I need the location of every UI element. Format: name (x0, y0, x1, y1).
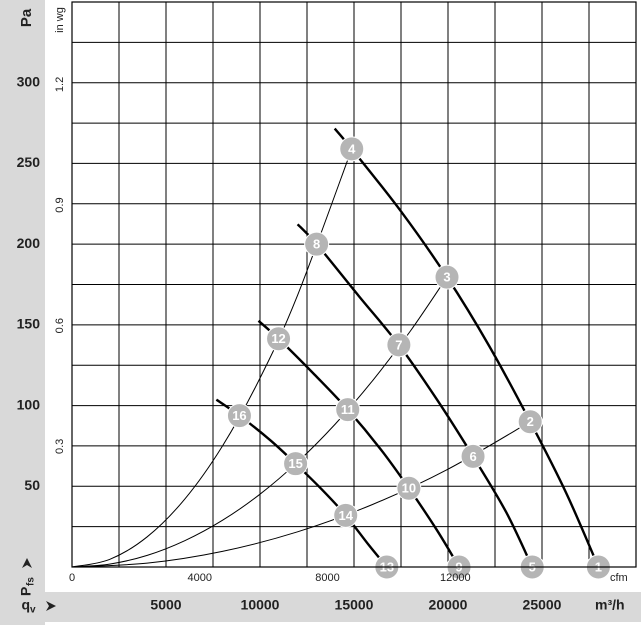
operating-point (266, 326, 292, 352)
left-band (0, 0, 45, 625)
point-label: 7 (395, 337, 402, 352)
y2-tick-label: 1.2 (54, 77, 66, 92)
y2-unit-label: in wg (54, 7, 66, 33)
x-tick-label: 10000 (241, 597, 280, 613)
point-label: 10 (402, 481, 416, 496)
y-label-sub: fs (26, 577, 37, 586)
operating-point (335, 397, 361, 423)
operating-point (434, 264, 460, 290)
x-arrow (46, 601, 56, 611)
point-label: 4 (348, 141, 356, 156)
y-label-main: P (18, 587, 34, 596)
system-curve (71, 276, 448, 568)
x-axis-label: q v (21, 597, 56, 616)
y-arrow (22, 558, 32, 568)
bottom-band (0, 592, 641, 622)
operating-point (517, 409, 543, 435)
y-tick-label: 100 (17, 396, 41, 412)
operating-point (386, 332, 412, 358)
operating-point (304, 231, 330, 257)
fan-curve (296, 223, 534, 568)
x2-tick-label: 0 (69, 572, 75, 584)
operating-point (339, 136, 365, 162)
x-label-sub: v (30, 605, 36, 616)
x2-tick-label: 4000 (188, 572, 212, 584)
curves (71, 127, 600, 568)
x-tick-label: 15000 (335, 597, 374, 613)
plot-border (71, 1, 637, 568)
point-label: 8 (313, 237, 320, 252)
y-tick-label: 50 (24, 477, 40, 493)
y-tick-label: 200 (17, 235, 41, 251)
system-curve (71, 421, 531, 568)
point-label: 11 (341, 402, 355, 417)
point-label: 12 (271, 331, 285, 346)
y-tick-label: 300 (17, 73, 41, 89)
y2-tick-label: 0.3 (54, 439, 66, 454)
x2-unit-label: cfm (610, 572, 628, 584)
x-unit-label: m³/h (595, 597, 625, 613)
point-label: 6 (469, 449, 476, 464)
x-label-main: q (21, 597, 30, 613)
operating-point (333, 502, 359, 528)
point-label: 2 (527, 414, 534, 429)
operating-point (460, 443, 486, 469)
y-axis-label: P fs (18, 558, 37, 596)
operating-point (396, 475, 422, 501)
operating-point (283, 451, 309, 477)
y-tick-label: 150 (17, 316, 41, 332)
x2-tick-label: 8000 (315, 572, 339, 584)
grid (72, 2, 636, 567)
y-unit-label: Pa (18, 8, 35, 27)
point-label: 15 (288, 456, 302, 471)
point-label: 3 (443, 270, 450, 285)
x-tick-label: 25000 (523, 597, 562, 613)
x-tick-label: 5000 (150, 597, 181, 613)
y-tick-label: 250 (17, 154, 41, 170)
y2-tick-label: 0.6 (54, 318, 66, 333)
operating-point (226, 403, 252, 429)
x-tick-label: 20000 (429, 597, 468, 613)
fan-curve (333, 127, 600, 568)
x2-tick-label: 12000 (440, 572, 471, 584)
y2-tick-label: 0.9 (54, 197, 66, 212)
point-label: 16 (232, 408, 246, 423)
system-curve (71, 148, 353, 568)
point-label: 14 (338, 508, 353, 523)
